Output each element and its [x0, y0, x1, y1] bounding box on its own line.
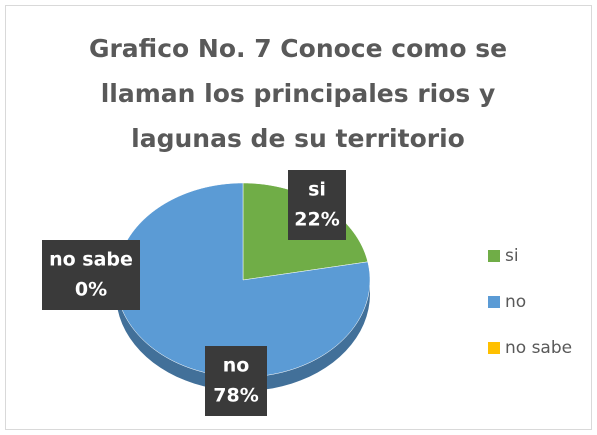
data-label-category: si	[308, 179, 326, 201]
data-label-category: no sabe	[49, 249, 133, 271]
pie-slice	[115, 182, 371, 378]
data-label-value: 78%	[213, 385, 258, 407]
legend-swatch	[488, 250, 500, 262]
data-label-box	[288, 170, 346, 240]
legend-swatch	[488, 342, 500, 354]
data-label-value: 22%	[294, 209, 339, 231]
legend-label: si	[505, 246, 519, 266]
legend-swatch	[488, 296, 500, 308]
data-label-box	[42, 240, 140, 310]
legend-label: no	[505, 292, 526, 312]
legend-label: no sabe	[505, 338, 572, 358]
data-label-box	[205, 346, 267, 416]
data-label-value: 0%	[75, 279, 107, 301]
data-label-category: no	[223, 355, 250, 377]
chart-title: Grafico No. 7 Conoce como se llaman los p…	[89, 34, 507, 153]
